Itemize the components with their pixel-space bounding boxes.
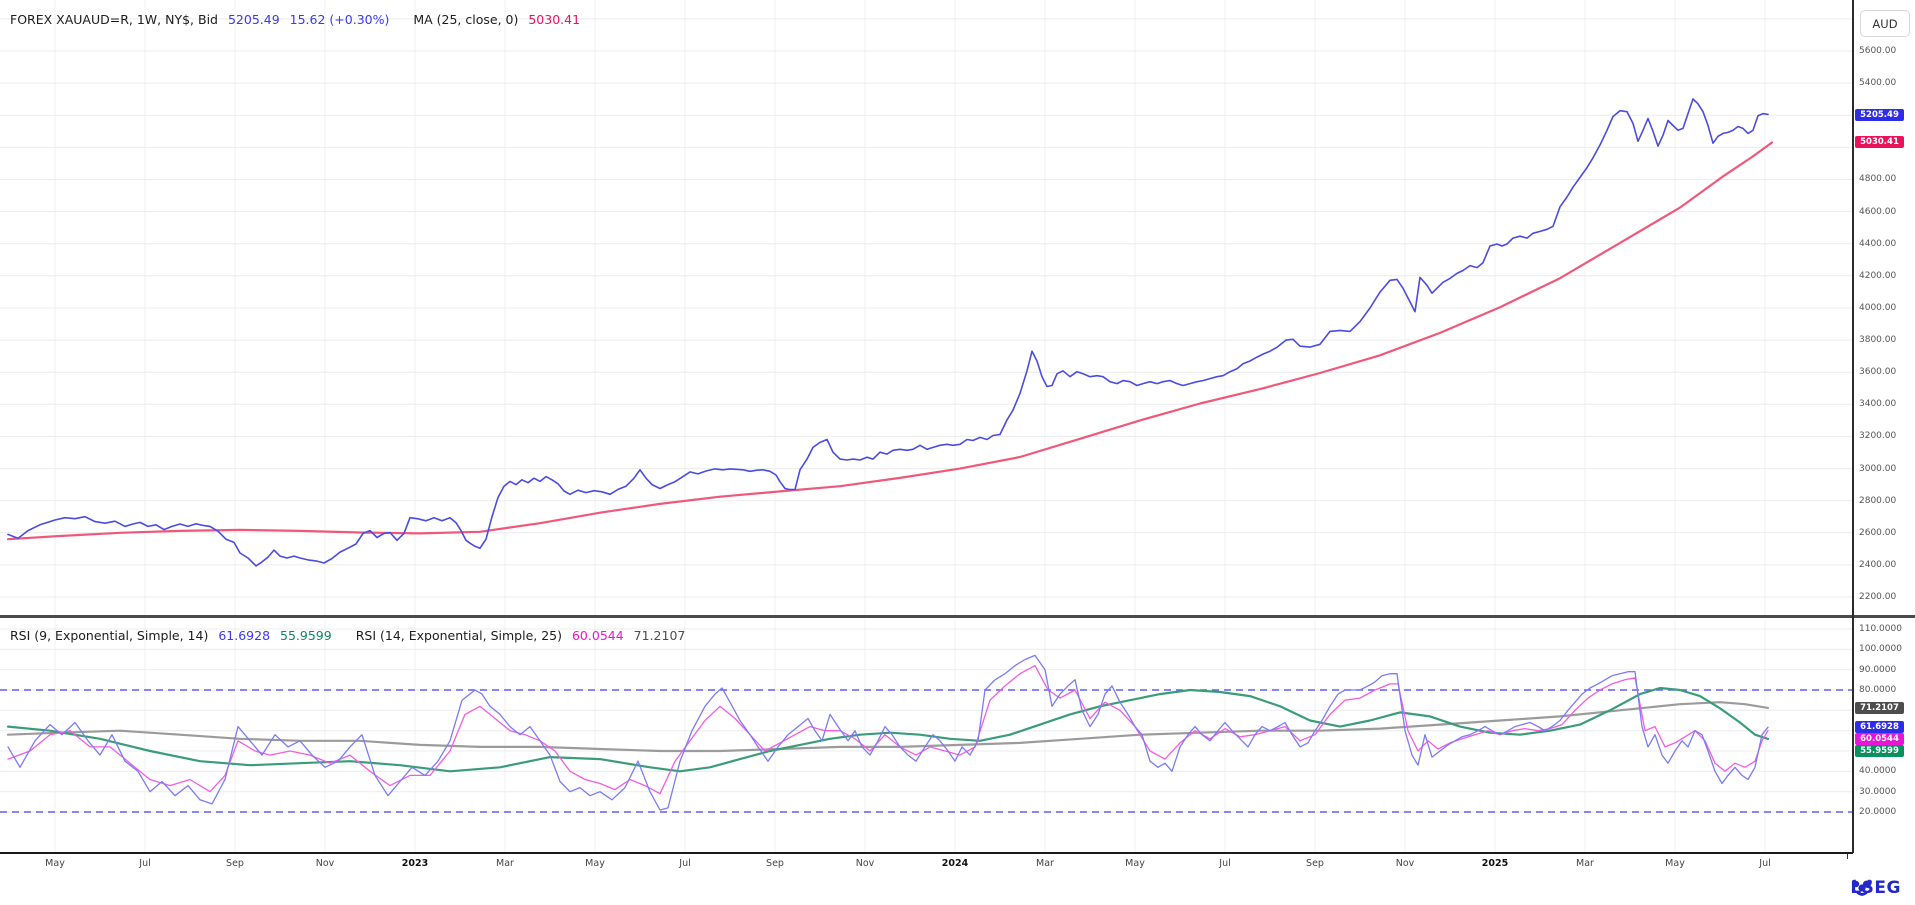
price-tick-label: 5600.00	[1859, 46, 1897, 56]
price-tick-label: 4800.00	[1859, 174, 1897, 184]
instrument-title[interactable]: FOREX XAUAUD=R, 1W, NY$, Bid	[10, 12, 218, 27]
rsi-tick-label: 30.0000	[1859, 787, 1897, 797]
rsi-indicator-chart[interactable]	[0, 619, 1852, 853]
time-tick-label[interactable]: Mar	[1036, 858, 1054, 869]
rsi-tick-label: 90.0000	[1859, 665, 1897, 675]
price-tick-label: 3600.00	[1859, 367, 1897, 377]
price-tick-label: 3000.00	[1859, 464, 1897, 474]
value-badge: 60.0544	[1855, 733, 1904, 745]
time-axis-tick	[1847, 854, 1848, 859]
time-tick-label[interactable]: 2023	[401, 858, 429, 869]
price-tick-label: 5400.00	[1859, 78, 1897, 88]
time-tick-label[interactable]: 2024	[941, 858, 969, 869]
rsi-tick-label: 80.0000	[1859, 685, 1897, 695]
time-tick-label[interactable]: Mar	[496, 858, 514, 869]
time-tick-label[interactable]: Sep	[766, 858, 784, 869]
rsi9-line	[7, 654, 1769, 811]
bid-value: 5205.49	[227, 12, 280, 27]
main-chart-legend: FOREX XAUAUD=R, 1W, NY$, Bid 5205.49 15.…	[10, 12, 586, 27]
main-price-chart[interactable]	[0, 0, 1852, 617]
panel-separator[interactable]	[0, 615, 1915, 618]
rsi9-label[interactable]: RSI (9, Exponential, Simple, 14)	[10, 628, 209, 643]
rsi14-line	[7, 664, 1769, 795]
price-tick-label: 4200.00	[1859, 271, 1897, 281]
rsi-tick-label: 40.0000	[1859, 766, 1897, 776]
value-badge: 5205.49	[1855, 109, 1904, 121]
time-tick-label[interactable]: Sep	[226, 858, 244, 869]
rsi14-value: 60.0544	[571, 628, 624, 643]
price-tick-label: 2200.00	[1859, 592, 1897, 602]
price-tick-label: 3400.00	[1859, 399, 1897, 409]
price-tick-label: 2600.00	[1859, 528, 1897, 538]
time-tick-label[interactable]: Nov	[315, 858, 335, 869]
rsi14-signal-value: 71.2107	[633, 628, 686, 643]
time-tick-label[interactable]: May	[1665, 858, 1685, 869]
value-badge: 55.9599	[1855, 745, 1904, 757]
time-tick-label[interactable]: Jul	[139, 858, 151, 869]
time-tick-label[interactable]: Nov	[1395, 858, 1415, 869]
time-tick-label[interactable]: Jul	[1219, 858, 1231, 869]
time-tick-label[interactable]: Sep	[1306, 858, 1324, 869]
ma-line	[6, 141, 1774, 541]
rsi-legend: RSI (9, Exponential, Simple, 14) 61.6928…	[10, 628, 691, 643]
ma-label[interactable]: MA (25, close, 0)	[413, 12, 519, 27]
lseg-crest-icon	[1852, 879, 1873, 896]
time-tick-label[interactable]: Jul	[1759, 858, 1771, 869]
value-badge: 71.2107	[1855, 702, 1904, 714]
time-tick-label[interactable]: May	[585, 858, 605, 869]
time-tick-label[interactable]: May	[1125, 858, 1145, 869]
value-badge: 61.6928	[1855, 721, 1904, 733]
time-tick-label[interactable]: Jul	[679, 858, 691, 869]
currency-axis-button[interactable]: AUD	[1860, 10, 1910, 37]
time-axis-line	[0, 852, 1853, 854]
rsi14-signal-line	[6, 701, 1770, 753]
price-tick-label: 3800.00	[1859, 335, 1897, 345]
rsi9-signal-value: 55.9599	[280, 628, 332, 643]
lseg-logo: LSEG	[1850, 878, 1901, 898]
price-tick-label: 4000.00	[1859, 303, 1897, 313]
price-tick-label: 4400.00	[1859, 239, 1897, 249]
price-axis-separator	[1852, 0, 1854, 853]
value-badge: 5030.41	[1855, 136, 1904, 148]
price-tick-label: 2800.00	[1859, 496, 1897, 506]
price-tick-label: 4600.00	[1859, 207, 1897, 217]
rsi14-label[interactable]: RSI (14, Exponential, Simple, 25)	[355, 628, 562, 643]
price-tick-label: 2400.00	[1859, 560, 1897, 570]
price-tick-label: 3200.00	[1859, 431, 1897, 441]
rsi9-signal-line	[6, 686, 1770, 773]
rsi-tick-label: 20.0000	[1859, 807, 1897, 817]
time-tick-label[interactable]: 2025	[1481, 858, 1509, 869]
ma-value: 5030.41	[528, 12, 581, 27]
change-value: 15.62 (+0.30%)	[289, 12, 390, 27]
rsi9-value: 61.6928	[218, 628, 271, 643]
rsi-tick-label: 100.0000	[1859, 644, 1902, 654]
time-tick-label[interactable]: May	[45, 858, 65, 869]
price-line	[7, 98, 1769, 567]
rsi-tick-label: 110.0000	[1859, 624, 1902, 634]
time-tick-label[interactable]: Mar	[1576, 858, 1594, 869]
time-tick-label[interactable]: Nov	[855, 858, 875, 869]
